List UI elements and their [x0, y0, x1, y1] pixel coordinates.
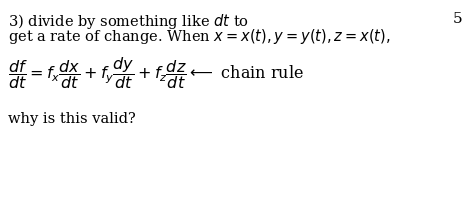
Text: 3) divide by something like $dt$ to: 3) divide by something like $dt$ to: [8, 12, 249, 31]
Text: why is this valid?: why is this valid?: [8, 112, 136, 126]
Text: 5: 5: [452, 12, 462, 26]
Text: $\dfrac{df}{dt} = f_x\dfrac{dx}{dt} + f_y\dfrac{dy}{dt} + f_z\dfrac{dz}{dt} \lon: $\dfrac{df}{dt} = f_x\dfrac{dx}{dt} + f_…: [8, 55, 304, 91]
Text: get a rate of change. When $x = x(t), y = y(t), z = x(t),$: get a rate of change. When $x = x(t), y …: [8, 27, 391, 46]
